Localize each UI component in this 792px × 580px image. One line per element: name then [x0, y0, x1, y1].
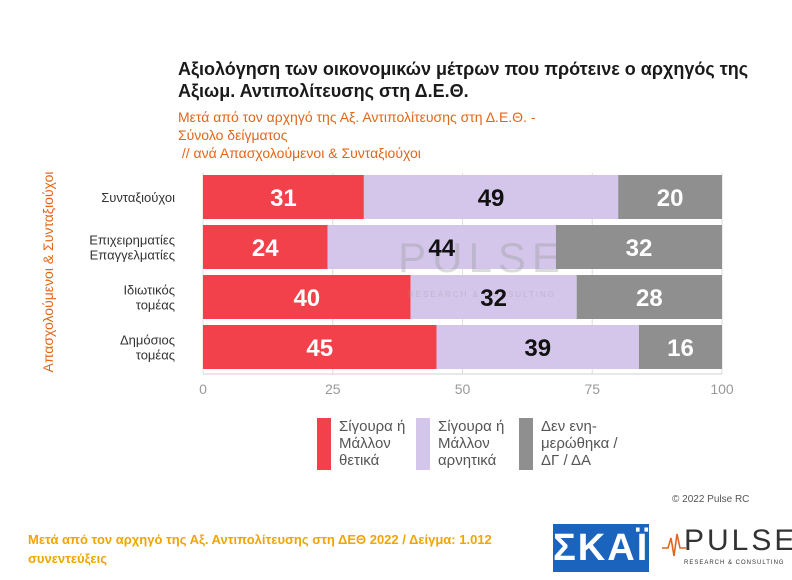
bar-segment [327, 225, 556, 269]
category-label-line: τομέας [136, 298, 175, 313]
x-tick-label: 0 [199, 381, 207, 397]
legend-swatch-positive [317, 418, 331, 470]
category-label-line: Ιδιωτικός [123, 283, 175, 298]
category-label: Επιχειρηματίες Επαγγελματίες [89, 233, 175, 263]
chart-subtitle: Μετά από τον αρχηγό της Αξ. Αντιπολίτευσ… [178, 108, 638, 162]
data-label: 24 [252, 235, 279, 262]
category-label-line: Συνταξιούχοι [101, 190, 175, 205]
copyright-text: © 2022 Pulse RC [672, 494, 750, 505]
pulse-wave-icon [662, 533, 686, 557]
x-tick-label: 25 [325, 381, 341, 397]
chart-title: Αξιολόγηση των οικονομικών μέτρων που πρ… [178, 59, 749, 101]
data-label: 28 [636, 285, 663, 312]
subtitle-line: // ανά Απασχολούμενοι & Συνταξιούχοι [178, 145, 421, 161]
data-label: 16 [667, 335, 694, 362]
bar-segment [436, 325, 639, 369]
pulse-logo: PULSE RESEARCH & CONSULTING [662, 524, 792, 574]
bar-segment [576, 275, 722, 319]
bar-segment [555, 225, 722, 269]
data-label: 39 [524, 335, 551, 362]
bar-segment [638, 325, 722, 369]
legend-label-negative: Σίγουρα ή Μάλλον αρνητικά [438, 418, 505, 469]
label-layer: 31 49 20 24 44 32 40 32 28 45 39 16 [252, 185, 694, 362]
x-tick-label: 100 [710, 381, 734, 397]
watermark-tagline: RESEARCH & CONSULTING [408, 290, 556, 299]
bar-layer [203, 175, 722, 369]
legend-item-dont-know: Δεν ενη-μερώθηκα / ΔΓ / ΔΑ [519, 418, 637, 470]
x-tick-label: 75 [584, 381, 600, 397]
legend-label-positive: Σίγουρα ή Μάλλον θετικά [339, 418, 406, 469]
data-label: 20 [657, 185, 684, 212]
category-label-line: Επιχειρηματίες [89, 233, 175, 248]
legend-item-positive: Σίγουρα ή Μάλλον θετικά [317, 418, 435, 470]
data-label: 45 [306, 335, 333, 362]
subtitle-line: Σύνολο δείγματος [178, 127, 288, 143]
axis-layer: 0 25 50 75 100 Συνταξιούχοι Επιχειρηματίες Επαγ… [89, 190, 734, 397]
bar-segment [203, 175, 364, 219]
bar-segment [618, 175, 722, 219]
legend-swatch-negative [416, 418, 430, 470]
category-label-line: τομέας [136, 348, 175, 363]
skai-logo: ΣΚΑΪ [553, 524, 649, 572]
category-label: Ιδιωτικός τομέας [123, 283, 175, 313]
legend-label-dont-know: Δεν ενη-μερώθηκα / ΔΓ / ΔΑ [541, 418, 618, 469]
data-label: 40 [293, 285, 320, 312]
legend-swatch-dont-know [519, 418, 533, 470]
watermark-word: PULSE [398, 234, 566, 281]
bar-segment [203, 225, 328, 269]
bar-segment [363, 175, 619, 219]
category-label-line: Επαγγελματίες [90, 248, 175, 263]
footnote: Μετά από τον αρχηγό της Αξ. Αντιπολίτευσ… [28, 532, 492, 566]
category-label: Συνταξιούχοι [101, 190, 175, 205]
data-label: 44 [428, 235, 455, 262]
pulse-logo-tagline: RESEARCH & CONSULTING [684, 560, 785, 566]
data-label: 49 [478, 185, 505, 212]
data-label: 31 [270, 185, 297, 212]
data-label: 32 [480, 285, 507, 312]
bar-segment [203, 275, 411, 319]
legend-item-negative: Σίγουρα ή Μάλλον αρνητικά [416, 418, 534, 470]
subtitle-line: Μετά από τον αρχηγό της Αξ. Αντιπολίτευσ… [178, 109, 536, 125]
category-label-line: Δημόσιος [120, 333, 175, 348]
x-tick-label: 50 [455, 381, 471, 397]
data-label: 32 [626, 235, 653, 262]
bar-segment [203, 325, 437, 369]
pulse-watermark: PULSE RESEARCH & CONSULTING [398, 234, 566, 299]
category-label: Δημόσιος τομέας [120, 333, 175, 363]
pulse-logo-word: PULSE [684, 524, 792, 557]
bar-segment [410, 275, 577, 319]
